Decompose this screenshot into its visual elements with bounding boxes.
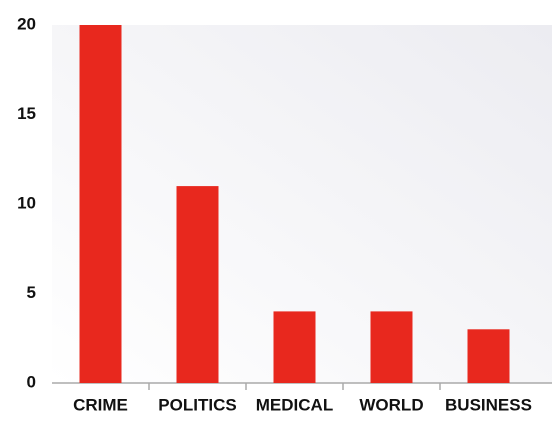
y-tick-label: 20: [17, 14, 36, 33]
y-tick-label: 5: [27, 283, 36, 302]
bar: [79, 25, 122, 383]
x-tick-label: BUSINESS: [445, 395, 532, 414]
y-tick-label: 10: [17, 193, 36, 212]
x-tick-label: CRIME: [73, 395, 128, 414]
bar: [273, 311, 316, 383]
bar: [370, 311, 413, 383]
bar: [467, 329, 510, 383]
x-tick-label: MEDICAL: [256, 395, 333, 414]
x-tick-label: WORLD: [359, 395, 423, 414]
y-tick-label: 15: [17, 104, 36, 123]
y-tick-label: 0: [27, 372, 36, 391]
x-tick-label: POLITICS: [158, 395, 236, 414]
bar: [176, 186, 219, 383]
